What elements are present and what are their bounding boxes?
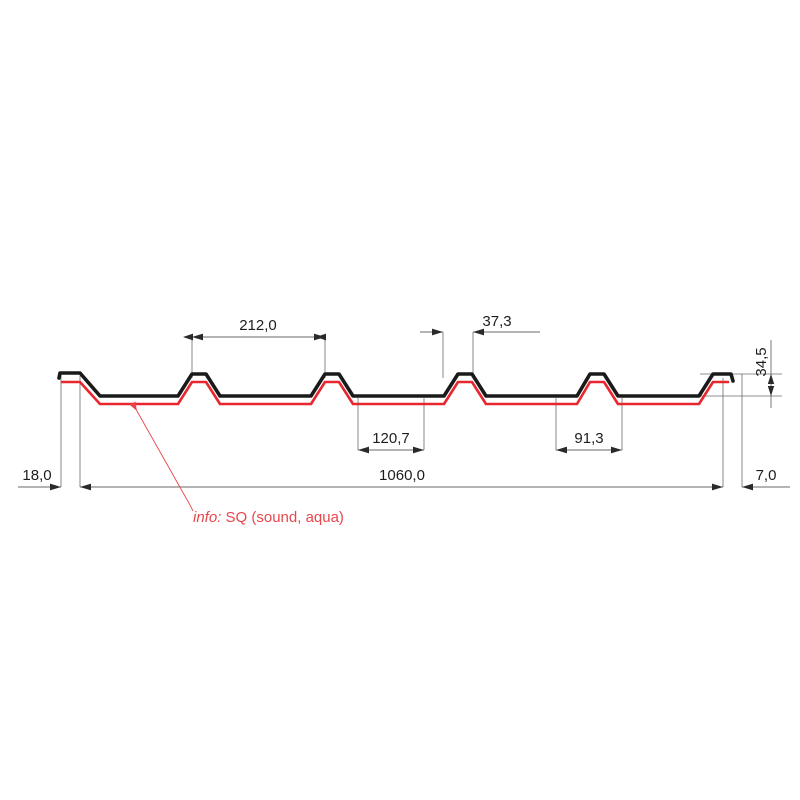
extension-lines: [60, 332, 782, 487]
dimension-rib-crown-width: 37,3: [420, 313, 540, 336]
dimension-rib-pitch: 212,0: [183, 317, 326, 341]
dimension-label-profile-height: 34,5: [753, 347, 770, 376]
inner-liner-profile-red: [60, 380, 730, 406]
dimension-label-rib-crown-width: 37,3: [482, 313, 511, 330]
dimension-label-rib-pitch: 212,0: [239, 317, 277, 334]
info-annotation-text: info: SQ (sound, aqua): [193, 509, 344, 526]
dimension-overall: 18,0 1060,0 7,0: [18, 467, 790, 491]
dimension-profile-height: 34,5: [753, 340, 775, 408]
dimension-label-left-edge: 18,0: [22, 467, 51, 484]
dimension-valley-width-left: 120,7: [358, 430, 424, 454]
outer-sheet-profile-black: [57, 371, 735, 398]
info-leader: [129, 401, 194, 512]
info-prefix: info:: [193, 509, 221, 526]
dimension-valley-width-right: 91,3: [556, 430, 622, 454]
dimension-label-valley-width-right: 91,3: [574, 430, 603, 447]
dimension-label-right-edge: 7,0: [756, 467, 777, 484]
dimension-label-valley-width-left: 120,7: [372, 430, 410, 447]
dimension-label-total-width: 1060,0: [379, 467, 425, 484]
info-body: SQ (sound, aqua): [221, 509, 344, 526]
